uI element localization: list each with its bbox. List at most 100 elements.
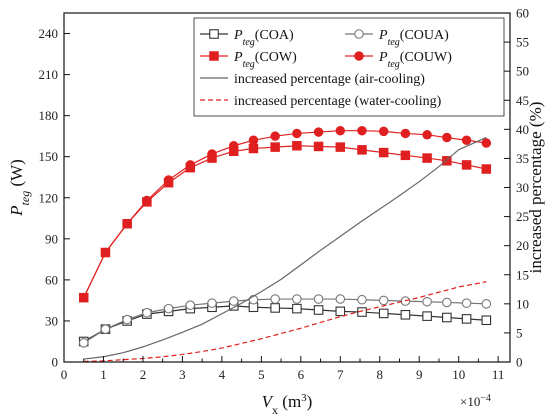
y-left-tick-label: 90 xyxy=(45,231,58,246)
series-2-point xyxy=(163,303,174,314)
series-3-point xyxy=(461,160,472,170)
series-4-point xyxy=(313,127,324,137)
legend-entry-3 xyxy=(200,51,228,61)
legend-entry-4 xyxy=(345,51,373,61)
y-left-tick-label: 210 xyxy=(39,67,59,82)
legend-label-4: Pteg(COUW) xyxy=(378,50,452,70)
series-2-point xyxy=(228,296,239,306)
series-3-point xyxy=(292,141,302,151)
series-2-point xyxy=(100,324,111,334)
series-4-point xyxy=(292,128,302,139)
series-4-point xyxy=(122,219,132,229)
series-2-point xyxy=(313,294,324,304)
legend-label-3: Pteg(COW) xyxy=(233,50,297,70)
y-left-tick-label: 180 xyxy=(39,108,59,123)
series-1-point xyxy=(292,303,302,314)
series-3-point xyxy=(481,164,492,174)
x-axis-title-sup: 3 xyxy=(301,392,307,404)
legend-label-tag: (COW) xyxy=(255,50,297,65)
y-right-tick-label: 15 xyxy=(516,267,529,282)
series-4-point xyxy=(400,128,411,139)
x-axis-title-main: V xyxy=(262,392,275,411)
x-axis-title: Vx (m3) xyxy=(262,392,313,417)
series-2-point xyxy=(207,298,217,308)
series-layer xyxy=(78,125,492,363)
legend-swatch-marker-4 xyxy=(354,51,364,61)
y-right-tick-label: 45 xyxy=(516,93,529,108)
series-4-point xyxy=(142,195,152,206)
series-1-point xyxy=(481,315,492,326)
series-1-point xyxy=(442,312,452,323)
x-axis-title-unit: (m xyxy=(278,392,301,411)
legend-label-main: P xyxy=(233,50,243,65)
y-right-tick-label: 10 xyxy=(516,296,529,311)
legend-label-sub: teg xyxy=(388,59,400,70)
series-2-point xyxy=(122,314,132,325)
series-3-point xyxy=(378,147,389,158)
series-4-point xyxy=(481,138,492,148)
y-left-tick-label: 30 xyxy=(45,313,58,328)
legend-label-tag: (COUA) xyxy=(400,28,449,43)
series-2-point xyxy=(481,299,492,309)
x-tick-label: 10 xyxy=(452,367,465,382)
legend-label-tag: (COUW) xyxy=(400,50,452,65)
y-axis-left-title-sub: teg xyxy=(18,191,32,206)
y-left-tick-label: 60 xyxy=(45,272,58,287)
series-2-point xyxy=(78,338,89,348)
x-tick-label: 7 xyxy=(337,367,344,382)
series-1-point xyxy=(335,306,346,317)
x-tick-label: 6 xyxy=(298,367,305,382)
series-1-point xyxy=(400,309,411,320)
x-axis-multiplier-exp: −4 xyxy=(480,393,491,404)
legend-label-tag: (COA) xyxy=(255,28,294,43)
y-left-tick-label: 150 xyxy=(39,149,59,164)
x-tick-label: 1 xyxy=(100,367,107,382)
y-right-tick-label: 60 xyxy=(516,6,529,21)
series-1-point xyxy=(313,305,324,315)
series-6-line xyxy=(83,281,487,363)
legend-label-sub: teg xyxy=(243,59,255,70)
series-4-point xyxy=(461,135,472,146)
x-tick-label: 5 xyxy=(258,367,265,382)
series-1-point xyxy=(270,303,280,313)
series-4-point xyxy=(163,175,174,185)
y-right-tick-label: 55 xyxy=(516,35,529,50)
series-2-point xyxy=(378,295,389,306)
legend-swatch-marker-2 xyxy=(354,29,364,39)
x-tick-label: 3 xyxy=(179,367,186,382)
series-3-point xyxy=(270,142,280,152)
series-4-point xyxy=(248,135,259,146)
series-6 xyxy=(83,281,487,363)
y-axis-left-title-unit: (W) xyxy=(7,159,26,191)
legend-label-main: P xyxy=(378,50,388,65)
series-3-point xyxy=(335,142,346,152)
series-2-point xyxy=(357,294,367,305)
y-right-tick-label: 0 xyxy=(516,355,523,370)
series-3-point xyxy=(248,143,259,154)
x-axis-multiplier: ×10−4 xyxy=(460,393,491,410)
x-tick-label: 0 xyxy=(61,367,68,382)
y-left-tick-label: 0 xyxy=(52,355,59,370)
legend-label-sub: teg xyxy=(388,37,400,48)
series-4 xyxy=(78,125,492,303)
series-2-point xyxy=(142,307,152,318)
legend-label-6: increased percentage (water-cooling) xyxy=(234,94,442,109)
series-2-point xyxy=(335,294,346,304)
legend-label-5: increased percentage (air-cooling) xyxy=(234,72,425,87)
y-right-tick-label: 30 xyxy=(516,180,529,195)
x-tick-label: 2 xyxy=(140,367,147,382)
x-tick-label: 11 xyxy=(492,367,505,382)
series-4-point xyxy=(442,132,452,143)
x-axis-title-close: ) xyxy=(307,392,313,411)
y-right-tick-label: 20 xyxy=(516,238,529,253)
series-1-point xyxy=(422,311,432,321)
series-3-point xyxy=(422,153,432,163)
series-4-point xyxy=(270,131,280,141)
series-4-point xyxy=(228,141,239,151)
series-2-point xyxy=(185,300,196,311)
x-axis: 0 1 2 3 4 5 6 7 8 9 10 11 xyxy=(61,356,505,382)
x-tick-label: 4 xyxy=(219,367,226,382)
series-4-point xyxy=(100,247,111,258)
series-2-point xyxy=(422,296,432,307)
